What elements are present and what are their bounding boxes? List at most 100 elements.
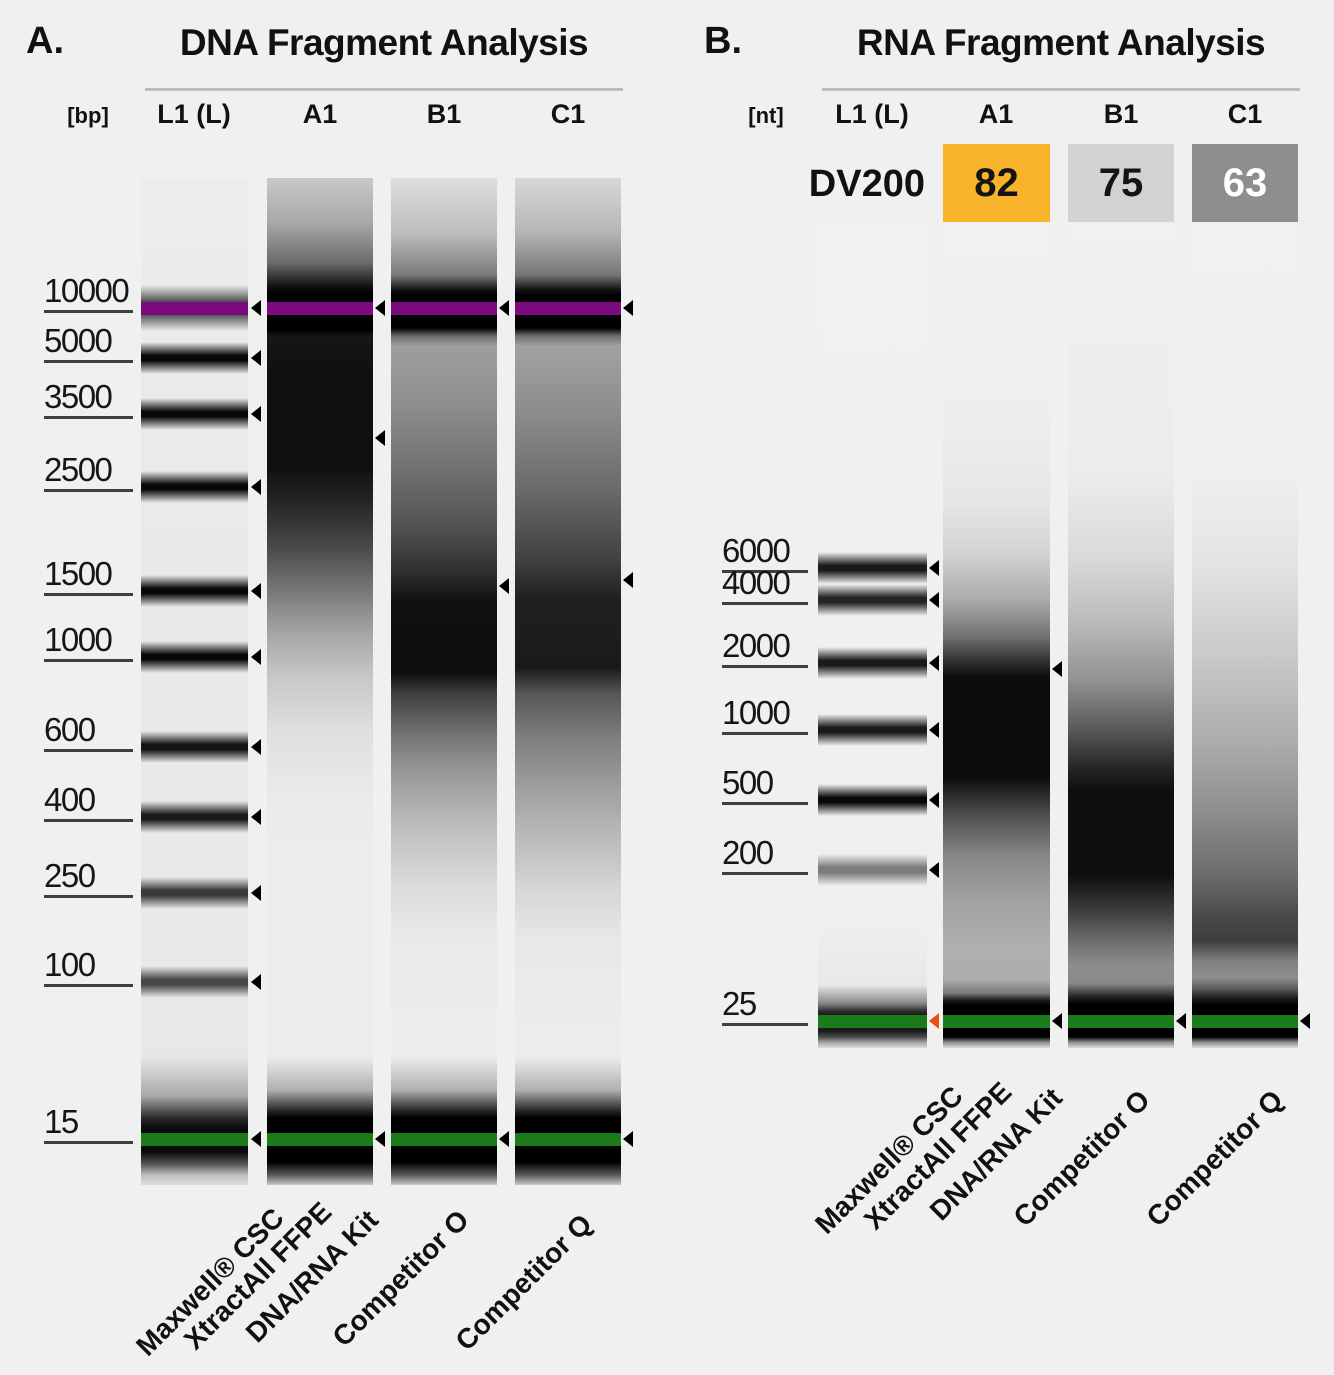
upper-marker-band — [141, 302, 248, 315]
ladder-size-label: 15 — [44, 1105, 133, 1144]
panel-a-title-rule — [145, 88, 623, 91]
lower-marker-band — [1068, 1015, 1174, 1028]
ladder-size-label: 200 — [722, 836, 808, 875]
panel-a-header-c1: C1 — [550, 99, 586, 129]
band-marker-arrow — [1052, 661, 1062, 677]
panel-a-title: DNA Fragment Analysis — [179, 22, 589, 63]
ladder-size-label: 1000 — [722, 696, 808, 735]
lower-marker-band — [141, 1133, 248, 1146]
panel-b-letter: B. — [704, 20, 742, 62]
band-marker-arrow — [1052, 1013, 1062, 1029]
dv200-label: DV200 — [808, 163, 925, 205]
gel-lane-a1-panel-b — [943, 225, 1050, 1048]
band-marker-arrow — [929, 592, 939, 608]
gel-lane-a1-panel-a — [267, 178, 373, 1185]
panel-b-title-rule — [822, 88, 1300, 91]
panel-a-header-b1: B1 — [426, 99, 462, 129]
upper-marker-band — [515, 302, 621, 315]
dv200-value-a1: 82 — [943, 144, 1050, 222]
ladder-size-label: 4000 — [722, 566, 808, 605]
band-marker-arrow — [929, 655, 939, 671]
upper-marker-band — [391, 302, 497, 315]
ladder-band — [818, 854, 927, 886]
band-marker-arrow — [929, 722, 939, 738]
panel-a-unit-label: [bp] — [67, 103, 109, 128]
sample-name-label: Competitor Q — [1140, 1084, 1289, 1233]
ladder-size-label: 5000 — [44, 324, 133, 363]
band-marker-arrow — [1300, 1013, 1310, 1029]
ladder-band — [818, 552, 927, 584]
ladder-band — [141, 575, 248, 607]
ladder-size-label: 250 — [44, 859, 133, 898]
panel-b-header-c1: C1 — [1227, 99, 1263, 129]
ladder-band — [141, 966, 248, 998]
band-marker-arrow — [251, 974, 261, 990]
band-marker-arrow — [251, 649, 261, 665]
ladder-band — [141, 877, 248, 909]
ladder-band — [818, 714, 927, 746]
lower-marker-band — [1192, 1015, 1298, 1028]
band-marker-arrow — [623, 300, 633, 316]
ladder-band — [141, 731, 248, 763]
band-marker-arrow — [499, 578, 509, 594]
band-marker-arrow — [251, 300, 261, 316]
band-marker-arrow — [251, 350, 261, 366]
band-marker-arrow — [623, 1131, 633, 1147]
band-marker-arrow — [929, 560, 939, 576]
band-marker-arrow — [499, 300, 509, 316]
panel-b-header-b1: B1 — [1103, 99, 1139, 129]
ladder-band — [141, 342, 248, 374]
panel-a-letter: A. — [26, 20, 64, 62]
band-marker-arrow — [623, 572, 633, 588]
band-marker-arrow — [1176, 1013, 1186, 1029]
band-marker-arrow — [375, 300, 385, 316]
panel-b-title: RNA Fragment Analysis — [856, 22, 1266, 63]
gel-lane-c1-panel-b — [1192, 225, 1298, 1048]
ladder-band — [818, 584, 927, 616]
lower-marker-band — [818, 1015, 927, 1028]
gel-lane-b1-panel-a — [391, 178, 497, 1185]
band-marker-arrow — [375, 1131, 385, 1147]
ladder-size-label: 100 — [44, 948, 133, 987]
lower-marker-band — [515, 1133, 621, 1146]
ladder-size-label: 600 — [44, 713, 133, 752]
ladder-size-label: 6000 — [722, 534, 808, 573]
band-marker-arrow — [499, 1131, 509, 1147]
upper-marker-band — [267, 302, 373, 315]
ladder-band — [141, 801, 248, 833]
panel-b-header-ladder: L1 (L) — [835, 99, 909, 129]
band-marker-arrow — [251, 583, 261, 599]
band-marker-arrow — [375, 430, 385, 446]
dv200-value-c1: 63 — [1192, 144, 1298, 222]
lower-marker-band — [943, 1015, 1050, 1028]
ladder-size-label: 500 — [722, 766, 808, 805]
lower-marker-band — [267, 1133, 373, 1146]
ladder-size-label: 10000 — [44, 274, 133, 313]
band-marker-arrow — [929, 1013, 939, 1029]
panel-b-unit-label: [nt] — [748, 103, 784, 128]
gel-lane-ladder-panel-b — [818, 225, 927, 1048]
panel-a-header-a1: A1 — [302, 99, 338, 129]
ladder-size-label: 2000 — [722, 629, 808, 668]
ladder-band — [818, 647, 927, 679]
panel-b-header-a1: A1 — [978, 99, 1014, 129]
ladder-band — [141, 398, 248, 430]
ladder-band — [141, 641, 248, 673]
ladder-size-label: 25 — [722, 987, 808, 1026]
band-marker-arrow — [251, 739, 261, 755]
sample-name-label: Competitor Q — [449, 1208, 598, 1357]
ladder-band — [818, 784, 927, 816]
ladder-size-label: 3500 — [44, 380, 133, 419]
band-marker-arrow — [929, 862, 939, 878]
lower-marker-band — [391, 1133, 497, 1146]
ladder-band — [141, 471, 248, 503]
band-marker-arrow — [251, 479, 261, 495]
ladder-size-label: 1500 — [44, 557, 133, 596]
ladder-size-label: 1000 — [44, 623, 133, 662]
dv200-value-b1: 75 — [1068, 144, 1174, 222]
ladder-size-label: 2500 — [44, 453, 133, 492]
gel-lane-b1-panel-b — [1068, 225, 1174, 1048]
ladder-size-label: 400 — [44, 783, 133, 822]
band-marker-arrow — [251, 1131, 261, 1147]
